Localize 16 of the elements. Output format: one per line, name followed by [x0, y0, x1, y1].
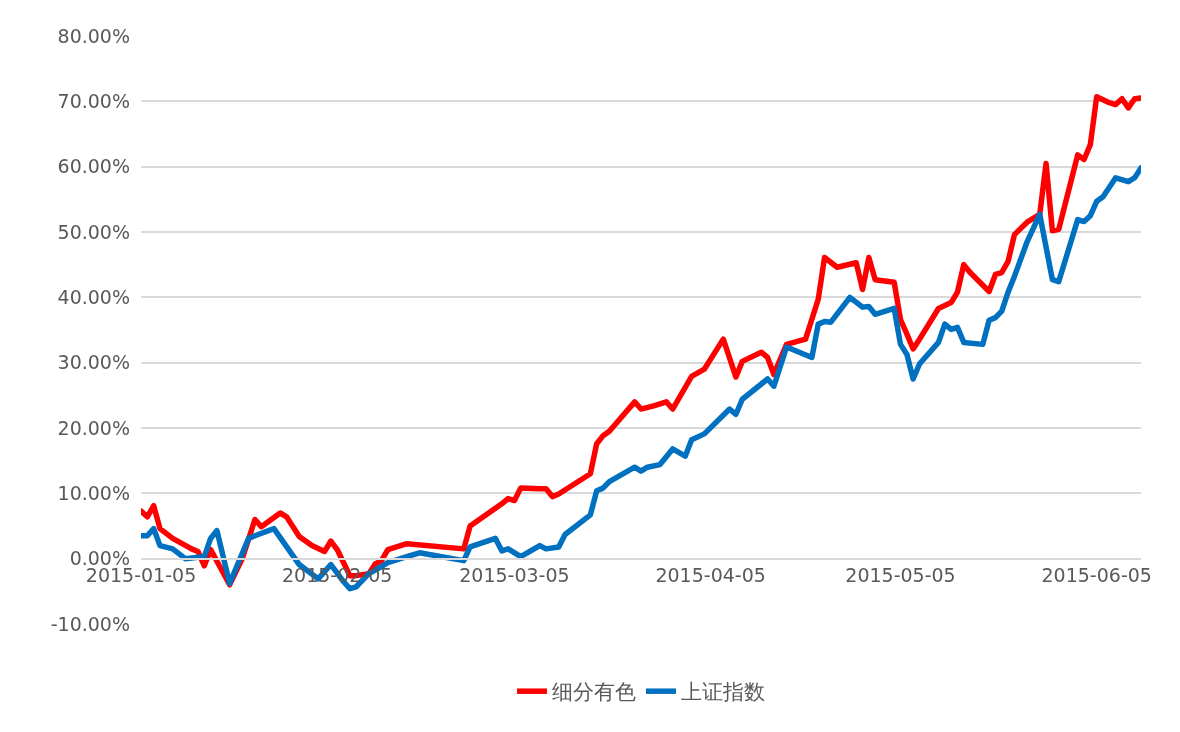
y-tick-label: 80.00% [57, 24, 130, 47]
x-tick-label: 2015-06-05 [1041, 564, 1152, 587]
x-tick-label: 2015-03-05 [459, 564, 570, 587]
y-tick-label: 50.00% [57, 220, 130, 243]
y-tick-label: 60.00% [57, 155, 130, 178]
y-tick-label: 10.00% [57, 481, 130, 504]
x-tick-label: 2015-04-05 [655, 564, 766, 587]
y-tick-label: 30.00% [57, 351, 130, 374]
y-tick-label: 40.00% [57, 285, 130, 308]
legend-label: 细分有色 [552, 680, 636, 705]
y-tick-label: 70.00% [57, 89, 130, 112]
y-tick-label: -10.00% [50, 612, 130, 635]
y-tick-label: 20.00% [57, 416, 130, 439]
x-tick-label: 2015-01-05 [85, 564, 197, 587]
x-tick-label: 2015-05-05 [845, 564, 956, 587]
legend-label: 上证指数 [681, 680, 765, 705]
